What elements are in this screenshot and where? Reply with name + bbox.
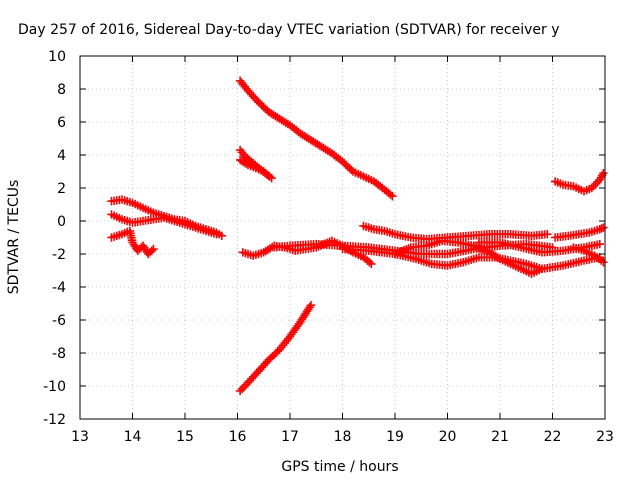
data-point-marker bbox=[149, 244, 158, 254]
data-point-marker bbox=[267, 173, 276, 183]
x-tick-label: 17 bbox=[281, 429, 299, 445]
x-tick-label: 22 bbox=[544, 429, 562, 445]
y-tick-label: 0 bbox=[57, 214, 66, 230]
data-point-marker bbox=[306, 300, 316, 310]
data-point-marker bbox=[235, 386, 245, 396]
data-point-marker bbox=[599, 223, 608, 232]
x-tick-label: 13 bbox=[71, 429, 89, 445]
axis-ticks: 13 14 15 16 17 18 19 20 21 22 23 -12 -10 -8 -6 -4 -2 0 2 4 6… bbox=[43, 49, 614, 445]
data-point-marker bbox=[543, 230, 552, 239]
x-tick-label: 18 bbox=[334, 429, 352, 445]
data-point-marker bbox=[367, 259, 376, 269]
data-point-marker bbox=[147, 246, 156, 255]
data-point-marker bbox=[217, 231, 226, 241]
series-track-b bbox=[107, 210, 221, 239]
y-tick-label: 6 bbox=[57, 115, 66, 131]
series-track-p bbox=[569, 243, 608, 267]
data-point-marker bbox=[595, 225, 604, 234]
y-tick-label: 2 bbox=[57, 181, 66, 197]
data-point-marker bbox=[237, 384, 247, 394]
x-axis-label: GPS time / hours bbox=[281, 459, 398, 475]
data-point-marker bbox=[599, 258, 608, 267]
y-tick-label: -2 bbox=[52, 247, 66, 263]
x-tick-label: 19 bbox=[386, 429, 404, 445]
data-point-marker bbox=[241, 159, 251, 168]
y-tick-label: -10 bbox=[43, 379, 66, 395]
data-point-marker bbox=[365, 258, 374, 267]
series-track-d bbox=[235, 76, 397, 201]
data-point-marker bbox=[595, 239, 604, 249]
series-track-o bbox=[550, 223, 608, 242]
y-tick-label: 10 bbox=[48, 49, 66, 65]
x-tick-label: 16 bbox=[229, 429, 247, 445]
data-point-marker bbox=[388, 192, 397, 201]
data-point-marker bbox=[265, 172, 274, 181]
series-track-f bbox=[235, 155, 276, 183]
y-tick-label: -8 bbox=[52, 346, 66, 362]
y-tick-label: -6 bbox=[52, 313, 66, 329]
y-tick-label: 4 bbox=[57, 148, 66, 164]
y-axis-label: SDTVAR / TECUs bbox=[6, 180, 22, 295]
series-track-c bbox=[107, 226, 158, 259]
data-point-marker bbox=[239, 382, 249, 392]
y-tick-label: 8 bbox=[57, 82, 66, 98]
data-layer bbox=[107, 76, 608, 396]
data-point-marker bbox=[347, 165, 356, 175]
data-point-marker bbox=[591, 179, 601, 189]
x-tick-label: 21 bbox=[491, 429, 509, 445]
grid-lines bbox=[80, 56, 605, 419]
x-tick-label: 20 bbox=[439, 429, 457, 445]
series-track-g bbox=[235, 300, 316, 396]
data-point-marker bbox=[212, 230, 221, 239]
y-tick-label: -4 bbox=[52, 280, 66, 296]
x-tick-label: 23 bbox=[596, 429, 614, 445]
y-tick-label: -12 bbox=[43, 412, 66, 428]
x-tick-label: 14 bbox=[124, 429, 142, 445]
series-track-l bbox=[390, 249, 604, 274]
x-tick-label: 15 bbox=[176, 429, 194, 445]
data-point-marker bbox=[386, 190, 395, 199]
data-point-marker bbox=[599, 168, 608, 178]
chart-title: Day 257 of 2016, Sidereal Day-to-day VTE… bbox=[18, 22, 560, 38]
series-track-n bbox=[550, 168, 608, 196]
data-point-marker bbox=[597, 224, 606, 233]
